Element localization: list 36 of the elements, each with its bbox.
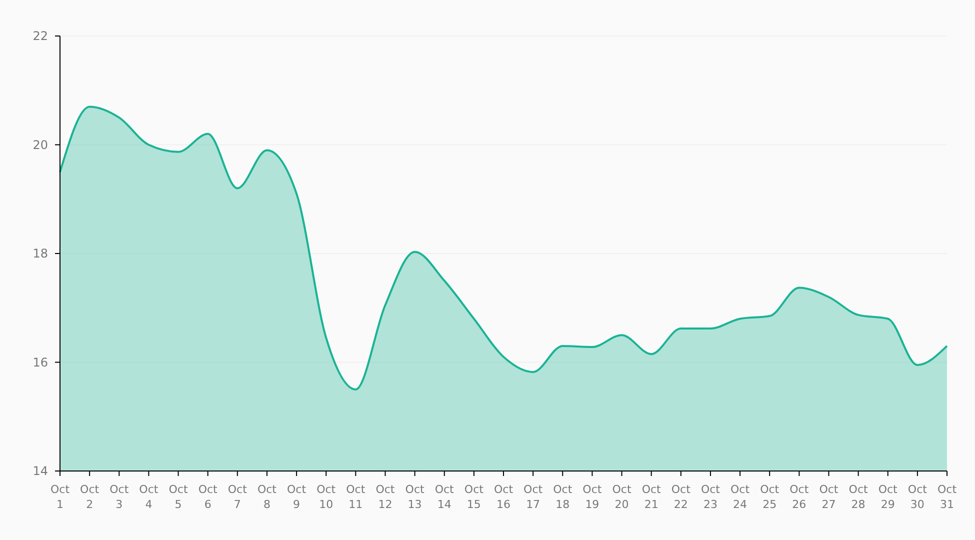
y-tick-label: 22 xyxy=(32,29,48,44)
x-tick-label: Oct 11 xyxy=(346,483,366,511)
x-tick-label: Oct 6 xyxy=(198,483,218,511)
x-tick-label: Oct 17 xyxy=(524,483,544,511)
x-tick-label: Oct 20 xyxy=(612,483,632,511)
x-tick-label: Oct 19 xyxy=(582,483,602,511)
x-tick-label: Oct 12 xyxy=(376,483,396,511)
x-tick-label: Oct 26 xyxy=(790,483,810,511)
x-tick-label: Oct 8 xyxy=(257,483,278,511)
x-tick-label: Oct 13 xyxy=(405,483,425,511)
x-tick-label: Oct 5 xyxy=(168,483,188,511)
x-tick-label: Oct 24 xyxy=(730,483,750,511)
x-tick-label: Oct 15 xyxy=(464,483,484,511)
x-tick-label: Oct 21 xyxy=(642,483,662,511)
x-tick-label: Oct 10 xyxy=(316,483,336,511)
x-tick-label: Oct 18 xyxy=(553,483,573,511)
y-tick-label: 14 xyxy=(32,464,48,478)
y-tick-label: 16 xyxy=(32,355,48,370)
x-tick-label: Oct 9 xyxy=(287,483,307,511)
x-tick-label: Oct 28 xyxy=(848,483,868,511)
x-tick-label: Oct 29 xyxy=(878,483,898,511)
x-tick-label: Oct 1 xyxy=(50,483,70,511)
x-tick-label: Oct 23 xyxy=(700,483,721,511)
x-tick-label: Oct 30 xyxy=(908,483,928,511)
x-tick-label: Oct 22 xyxy=(671,483,692,511)
y-tick-label: 18 xyxy=(32,246,48,261)
x-tick-label: Oct 7 xyxy=(228,483,248,511)
x-tick-label: Oct 4 xyxy=(139,483,159,511)
x-tick-label: Oct 27 xyxy=(819,483,839,511)
x-tick-label: Oct 25 xyxy=(760,483,780,511)
x-tick-label: Oct 16 xyxy=(494,483,514,511)
x-tick-label: Oct 3 xyxy=(110,483,130,511)
x-tick-label: Oct 31 xyxy=(937,483,958,511)
y-tick-label: 20 xyxy=(32,138,48,152)
x-tick-label: Oct 2 xyxy=(80,483,100,511)
x-tick-label: Oct 14 xyxy=(434,483,455,511)
